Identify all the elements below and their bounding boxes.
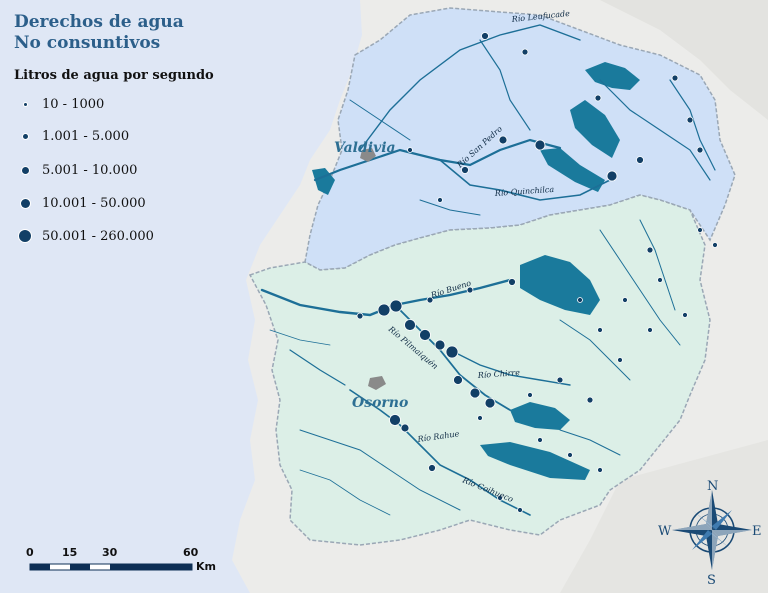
scale-tick-30: 30 [102, 546, 118, 559]
scale-tick-60: 60 [183, 546, 199, 559]
legend-dot-icon [23, 102, 27, 106]
legend-dot-icon [19, 230, 31, 242]
legend-item: 10.001 - 50.000 [14, 193, 146, 213]
legend-item: 1.001 - 5.000 [14, 126, 129, 146]
legend-label: 50.001 - 260.000 [42, 228, 154, 244]
legend-item: 5.001 - 10.000 [14, 160, 137, 180]
compass-rose: N S E W [658, 479, 762, 588]
legend-label: 1.001 - 5.000 [42, 128, 130, 144]
legend-label: 5.001 - 10.000 [42, 162, 138, 178]
compass-w: W [658, 524, 672, 539]
river-label-quinchilca: Río Quinchilca [494, 185, 555, 198]
map-title: Derechos de agua No consuntivos [14, 12, 184, 54]
legend-dot-icon [21, 166, 29, 174]
legend-item: 50.001 - 260.000 [14, 226, 154, 246]
city-label-valdivia: Valdivia [334, 140, 396, 156]
legend-dot-icon [20, 198, 30, 208]
legend-label: 10.001 - 50.000 [42, 195, 146, 211]
legend-label: 10 - 1000 [42, 96, 105, 112]
scale-unit: Km [196, 560, 216, 573]
compass-s: S [707, 573, 716, 588]
city-markers [360, 148, 386, 390]
legend-title: Litros de agua por segundo [14, 68, 214, 83]
city-label-osorno: Osorno [352, 395, 408, 411]
compass-e: E [752, 524, 762, 539]
south-basin [248, 194, 711, 546]
legend-dot-icon [22, 133, 28, 139]
compass-n: N [707, 479, 718, 494]
title-line-2: No consuntivos [14, 33, 161, 53]
scale-tick-0: 0 [26, 546, 34, 559]
scale-bar [29, 563, 193, 571]
legend-item: 10 - 1000 [14, 94, 104, 114]
scale-tick-15: 15 [62, 546, 78, 559]
water-rights-points [356, 32, 718, 513]
river-label-chirre: Río Chirre [477, 368, 521, 380]
rivers [260, 24, 716, 516]
title-line-1: Derechos de agua [14, 12, 184, 32]
